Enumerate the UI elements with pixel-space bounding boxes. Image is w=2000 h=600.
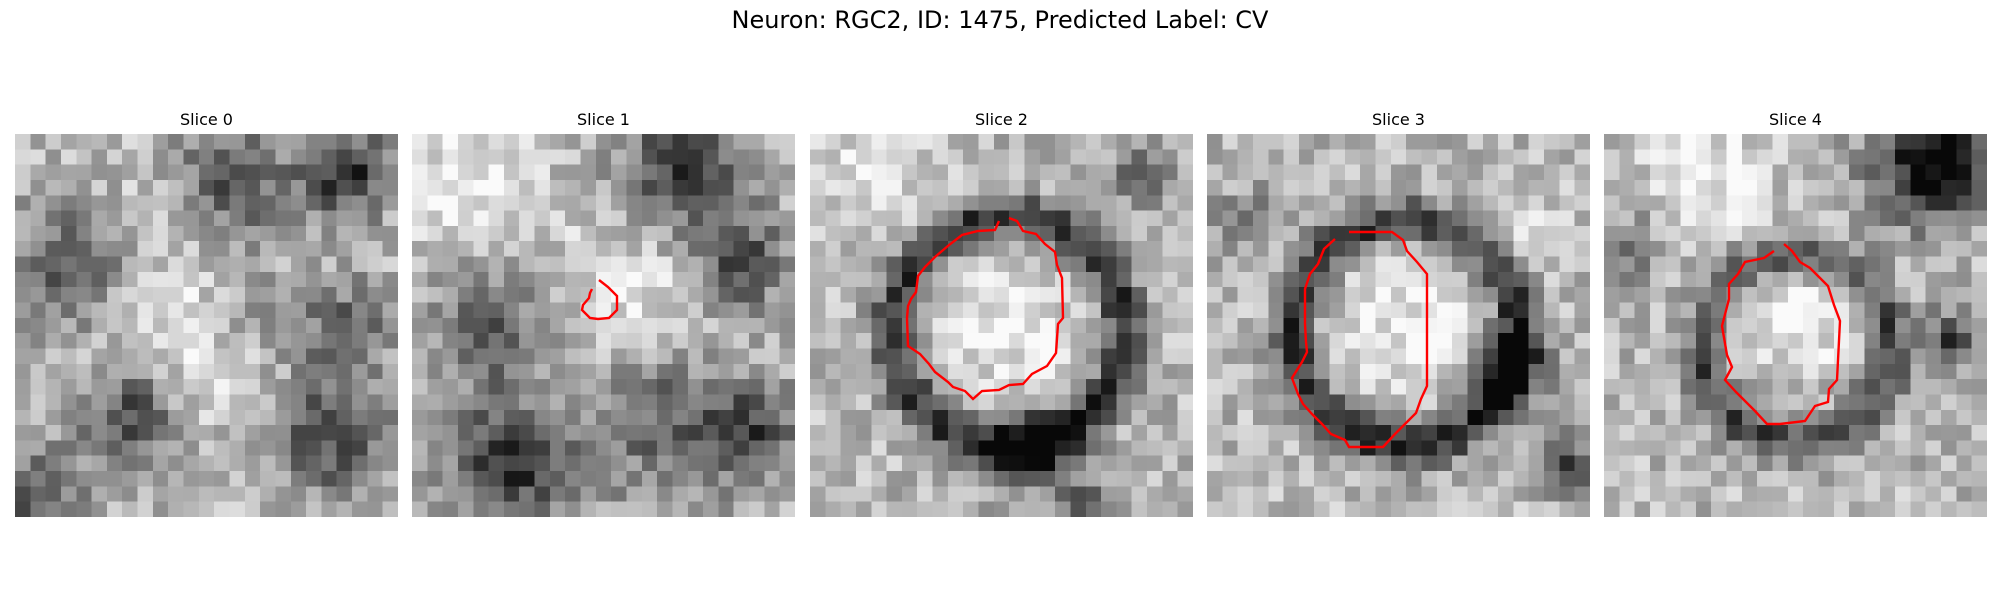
- slice-image: [1604, 134, 1987, 517]
- slice-title: Slice 4: [1769, 110, 1822, 129]
- contour-overlay: [580, 279, 619, 321]
- grayscale-slice-image: [810, 134, 1193, 517]
- contour-outline: [1720, 243, 1842, 426]
- contour-overlay: [1720, 243, 1842, 426]
- slice-title: Slice 1: [577, 110, 630, 129]
- slice-title: Slice 2: [975, 110, 1028, 129]
- contour-outline: [580, 279, 619, 321]
- slice-panel-2: Slice 2: [810, 108, 1193, 517]
- slice-title: Slice 0: [180, 110, 233, 129]
- grayscale-slice-image: [1207, 134, 1590, 517]
- slice-panel-4: Slice 4: [1604, 108, 1987, 517]
- slice-image: [15, 134, 398, 517]
- contour-overlay: [905, 216, 1065, 401]
- slice-image: [810, 134, 1193, 517]
- contour-outline: [905, 216, 1065, 401]
- grayscale-slice-image: [412, 134, 795, 517]
- contour-outline: [1290, 230, 1429, 449]
- contour-overlay: [15, 134, 398, 517]
- grayscale-slice-image: [1604, 134, 1987, 517]
- slice-title: Slice 3: [1372, 110, 1425, 129]
- slice-panel-1: Slice 1: [412, 108, 795, 517]
- figure-title: Neuron: RGC2, ID: 1475, Predicted Label:…: [731, 6, 1269, 34]
- slice-image: [412, 134, 795, 517]
- slice-panel-3: Slice 3: [1207, 108, 1590, 517]
- grayscale-slice-image: [15, 134, 398, 517]
- slice-panel-0: Slice 0: [15, 108, 398, 517]
- slice-image: [1207, 134, 1590, 517]
- contour-overlay: [1290, 230, 1429, 449]
